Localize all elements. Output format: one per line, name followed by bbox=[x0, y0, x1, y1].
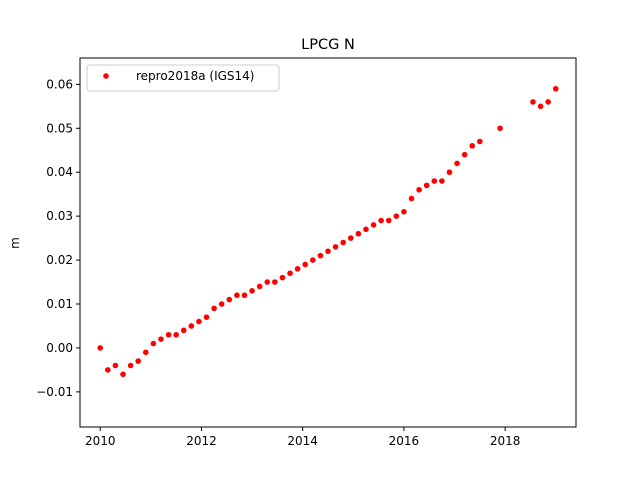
y-tick-label: 0.06 bbox=[46, 77, 73, 91]
data-point bbox=[545, 99, 551, 105]
data-point bbox=[461, 151, 468, 158]
legend-label: repro2018a (IGS14) bbox=[136, 69, 254, 83]
data-point bbox=[234, 292, 240, 299]
x-tick-label: 2014 bbox=[287, 434, 318, 448]
data-point bbox=[347, 235, 354, 241]
data-point bbox=[370, 222, 377, 228]
y-tick-label: 0.01 bbox=[46, 297, 73, 311]
y-tick-label: 0.05 bbox=[46, 121, 73, 135]
data-point bbox=[355, 230, 362, 237]
data-point bbox=[226, 296, 233, 303]
y-tick-label: 0.00 bbox=[46, 341, 73, 355]
data-point bbox=[279, 274, 286, 281]
data-point bbox=[552, 85, 559, 92]
data-point bbox=[97, 345, 104, 351]
data-point bbox=[363, 226, 369, 233]
x-tick-label: 2018 bbox=[490, 434, 521, 448]
data-point bbox=[378, 217, 384, 224]
data-point bbox=[150, 340, 157, 347]
y-tick-label: 0.03 bbox=[46, 209, 73, 223]
scatter-points bbox=[97, 85, 559, 378]
data-point bbox=[165, 331, 172, 338]
data-point bbox=[249, 288, 255, 294]
data-point bbox=[401, 208, 407, 215]
data-point bbox=[264, 279, 271, 285]
legend-box bbox=[86, 64, 280, 92]
data-point bbox=[332, 244, 339, 250]
legend-marker bbox=[103, 73, 109, 79]
data-point bbox=[454, 160, 460, 167]
data-point bbox=[105, 367, 111, 373]
data-point bbox=[416, 186, 422, 193]
data-point bbox=[439, 178, 445, 184]
data-point bbox=[203, 314, 210, 320]
data-point bbox=[497, 125, 503, 132]
data-point bbox=[112, 362, 119, 369]
data-point bbox=[530, 99, 536, 105]
data-point bbox=[469, 143, 476, 149]
data-point bbox=[188, 323, 195, 329]
data-point bbox=[340, 239, 346, 246]
data-point bbox=[317, 252, 324, 259]
data-point bbox=[302, 261, 309, 268]
data-point bbox=[196, 318, 202, 325]
data-point bbox=[180, 327, 187, 334]
axis-ticks: 2010 2012 2014 2016 2018 −0.01 0.00 0.01 0.02 0.0… bbox=[36, 77, 520, 448]
data-point bbox=[256, 283, 263, 290]
data-point bbox=[431, 178, 438, 184]
data-point bbox=[173, 331, 179, 338]
data-point bbox=[158, 336, 164, 342]
legend: repro2018a (IGS14) bbox=[86, 64, 280, 92]
y-tick-label: 0.02 bbox=[46, 253, 73, 267]
data-point bbox=[537, 103, 544, 110]
plot-frame bbox=[79, 57, 577, 428]
data-point bbox=[423, 182, 430, 189]
data-point bbox=[310, 257, 316, 263]
data-point bbox=[218, 301, 225, 307]
data-point bbox=[393, 213, 400, 219]
data-point bbox=[446, 169, 453, 176]
data-point bbox=[127, 362, 134, 369]
data-point bbox=[287, 270, 293, 277]
data-point bbox=[211, 305, 217, 312]
chart-title: LPCG N bbox=[301, 37, 355, 53]
data-point bbox=[325, 248, 331, 255]
data-point bbox=[272, 279, 278, 285]
data-point bbox=[135, 358, 141, 364]
data-point bbox=[143, 349, 149, 356]
x-tick-label: 2016 bbox=[389, 434, 420, 448]
y-axis-label: m bbox=[8, 237, 22, 249]
data-point bbox=[241, 292, 248, 299]
y-tick-label: 0.04 bbox=[46, 165, 73, 179]
data-point bbox=[120, 371, 126, 378]
x-tick-label: 2012 bbox=[186, 434, 217, 448]
data-point bbox=[408, 195, 415, 202]
y-tick-label: −0.01 bbox=[36, 385, 73, 399]
data-point bbox=[385, 217, 392, 224]
data-point bbox=[477, 138, 483, 145]
x-tick-label: 2010 bbox=[85, 434, 116, 448]
data-point bbox=[294, 266, 301, 272]
